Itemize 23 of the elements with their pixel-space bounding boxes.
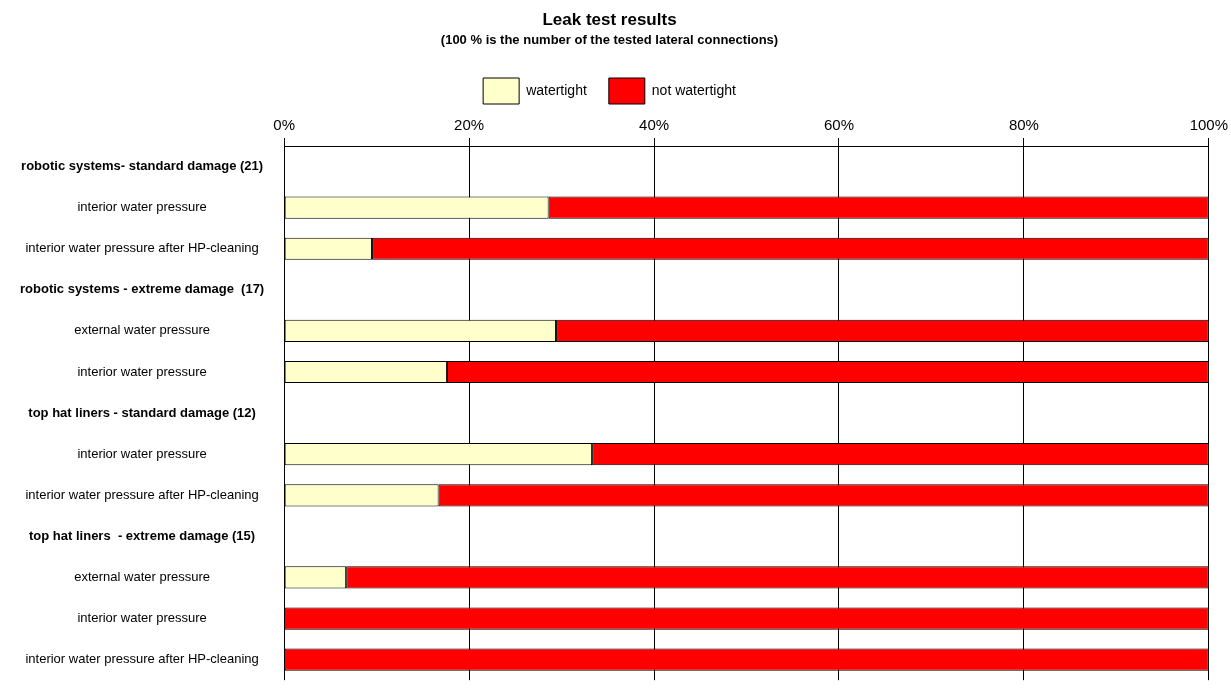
legend-label: watertight — [525, 81, 587, 98]
y-tick-label: robotic systems - extreme damage (17) — [19, 281, 265, 297]
x-tick-label: 0% — [273, 116, 296, 134]
chart-title: Leak test results — [542, 9, 677, 29]
y-tick-label: interior water pressure — [77, 199, 207, 215]
legend-label: not watertight — [651, 81, 736, 98]
x-tick-label: 80% — [1008, 116, 1039, 134]
y-tick-label: interior water pressure — [77, 610, 207, 626]
chart-subtitle: (100 % is the number of the tested lateral connections) — [440, 31, 779, 47]
y-tick-label: interior water pressure after HP-cleaning — [25, 240, 259, 256]
x-tick-label: 40% — [639, 116, 670, 134]
x-tick-label: 100% — [1189, 116, 1229, 134]
y-tick-label: top hat liners - standard damage (12) — [28, 404, 256, 420]
y-tick-label: interior water pressure after HP-cleaning — [25, 486, 259, 502]
y-tick-label: robotic systems- standard damage (21) — [21, 158, 264, 174]
x-tick-label: 20% — [454, 116, 485, 134]
y-tick-label: interior water pressure — [77, 445, 207, 461]
y-tick-label: interior water pressure after HP-cleaning — [25, 651, 259, 667]
y-tick-label: interior water pressure — [77, 363, 207, 379]
y-tick-label: external water pressure — [74, 322, 211, 338]
y-tick-label: top hat liners - extreme damage (15) — [29, 527, 256, 543]
y-tick-label: external water pressure — [74, 569, 211, 585]
x-tick-label: 60% — [823, 116, 854, 134]
